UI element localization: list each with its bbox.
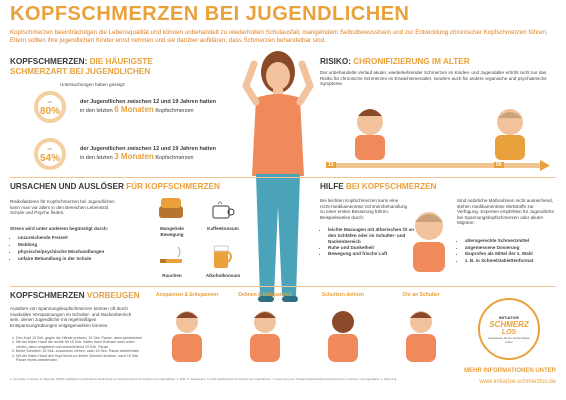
exercise-figure: [328, 311, 358, 362]
frequent-heading: KOPFSCHMERZEN: DIE HÄUFIGSTE SCHMERZART …: [10, 57, 153, 76]
help-list-2: altersgerechte Schmerzmittel angemessene…: [459, 238, 563, 264]
stat1-circle: ca. 80%: [34, 91, 66, 123]
timeline-end: 50: [494, 162, 504, 168]
icon-label: Rauchen: [162, 273, 182, 278]
causes-text2: Stress wird unter anderem begünstigt dur…: [10, 226, 109, 231]
help-list: leichte Massagen mit ätherischen Öl an d…: [322, 227, 418, 257]
cigarette-icon: [160, 246, 182, 263]
logo: INITIATIVE SCHMERZ LOS Gemeinsam für ein…: [478, 298, 540, 360]
more-info: MEHR INFORMATIONEN UNTER: [464, 368, 556, 374]
icon-label: Kaffeekonsum: [207, 226, 239, 231]
exercise-label: Schultern dehnen: [321, 292, 365, 298]
prevent-steps: Den Kopf 15 Sek. gegen die Hände pressen…: [10, 336, 144, 362]
beer-icon: [213, 245, 232, 268]
list-item: angemessene Dosierung: [465, 245, 563, 252]
stat1-text: der Jugendlichen zwischen 12 und 19 Jahr…: [80, 99, 217, 114]
help-text2: Sind natürliche Maßnahmen nicht ausreich…: [457, 198, 555, 226]
sofa-icon: [159, 198, 183, 218]
timeline-bar: [330, 163, 540, 168]
exercise-figure: [172, 311, 202, 362]
coffee-icon: [212, 201, 235, 219]
stat2-circle: ca. 54%: [34, 138, 66, 170]
causes-text1: Risikofaktoren für Kopfschmerzen bei Jug…: [10, 199, 115, 216]
girl-illustration: [242, 51, 314, 302]
list-item: Ibuprofen als Mittel der 1. Wahl: [465, 251, 563, 258]
list-item: unfaire Behandlung in der Schule: [18, 255, 148, 262]
list-item: Den Kopf 15 Sek. gegen die Hände pressen…: [16, 336, 144, 340]
risk-text: Der unbehandelte Verlauf akuter, wiederk…: [320, 70, 547, 87]
prevent-heading: KOPFSCHMERZEN VORBEUGEN: [10, 291, 140, 300]
page-title: KOPFSCHMERZEN BEI JUGENDLICHEN: [10, 3, 410, 25]
exercises: Anspannen & Entspannen Dehnen & Entspann…: [150, 292, 460, 372]
list-item: Mobbing: [18, 241, 148, 248]
help-illustration: [413, 212, 445, 272]
risk-illustration: [355, 109, 525, 160]
list-item: Mit der linken Hand die rechte für 15 Se…: [16, 340, 144, 349]
causes-heading: URSACHEN UND AUSLÖSER FÜR KOPFSCHMERZEN: [10, 182, 220, 191]
frequent-note: Untersuchungen haben gezeigt:: [60, 82, 126, 87]
icon-label: Alkoholkonsum: [205, 273, 241, 278]
help-text1: Bei leichten Kopfschmerzen kann eine nic…: [320, 198, 408, 220]
references: 1. vom Kries, F. Heinen, E. Aksoylar, (2…: [10, 377, 398, 381]
help-heading: HILFE BEI KOPFSCHMERZEN: [320, 182, 437, 191]
list-item: leichte Massagen mit ätherischen Öl an d…: [328, 227, 418, 245]
exercise-figure: [250, 311, 280, 362]
intro-text: Kopfschmerzen beeinträchtigen die Lebens…: [10, 29, 548, 45]
exercise-label: Ohr an Schulter: [402, 292, 440, 298]
website-link[interactable]: www.initiative-schmerzlos.de: [479, 379, 556, 385]
list-item: Mit der linken Hand den Kopf leicht zur …: [16, 354, 144, 363]
list-item: Beide Schultern 15 Sek. zusammen ziehen,…: [16, 349, 144, 353]
list-item: altersgerechte Schmerzmittel: [465, 238, 563, 245]
causes-list: unzureichende Freizeit Mobbing physische…: [12, 234, 148, 262]
divider-2: [10, 286, 556, 287]
timeline-start: 13: [326, 162, 336, 168]
list-item: physische/psychische Misshandlungen: [18, 248, 148, 255]
exercise-figure: [406, 311, 436, 362]
exercise-label: Anspannen & Entspannen: [155, 292, 219, 298]
icon-label: Mangelnde Bewegung: [160, 226, 184, 237]
risk-heading: RISIKO: CHRONIFIZIERUNG IM ALTER: [320, 57, 470, 66]
stat2-text: der Jugendlichen zwischen 12 und 19 Jahr…: [80, 146, 217, 161]
list-item: z. B. in Schmelztablettenformat: [465, 258, 563, 265]
prevent-text: Ausüben von Spannungskopfschmerzen könne…: [10, 306, 132, 328]
timeline-arrow-icon: [540, 160, 550, 171]
list-item: unzureichende Freizeit: [18, 234, 148, 241]
list-item: Bewegung und frische Luft: [328, 251, 418, 257]
exercise-label: Dehnen & Entspannen: [238, 292, 292, 298]
divider-1: [10, 177, 556, 178]
list-item: Ruhe und Dunkelheit: [328, 245, 418, 251]
